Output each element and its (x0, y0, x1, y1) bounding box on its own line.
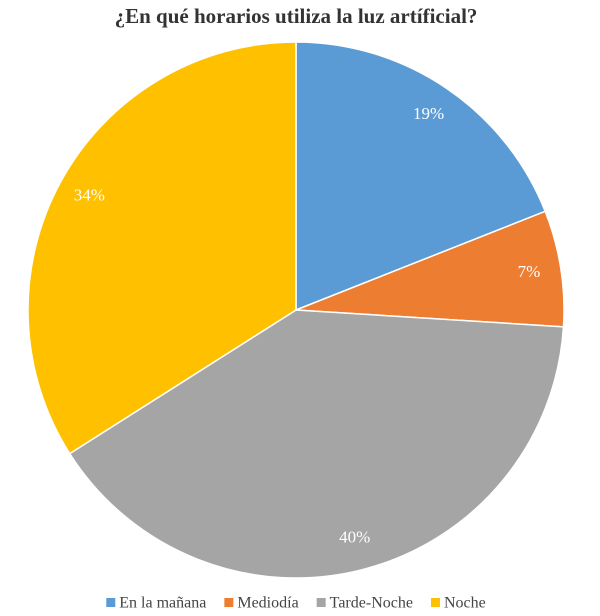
legend-swatch (430, 598, 440, 607)
legend-swatch (316, 598, 326, 607)
pie-slice (27, 41, 297, 455)
pie-slice (295, 210, 565, 328)
legend-label: Mediodía (237, 595, 298, 612)
value-label: 7% (518, 262, 541, 281)
legend-label: Noche (444, 595, 486, 612)
pie-slice (295, 41, 547, 312)
legend-label: En la mañana (119, 595, 206, 612)
pie-slice (68, 309, 565, 579)
legend-swatch (106, 598, 116, 607)
value-label: 40% (339, 527, 370, 546)
value-label: 19% (413, 104, 444, 123)
value-label: 34% (74, 185, 105, 204)
chart-title: ¿En qué horarios utiliza la luz artífici… (115, 4, 478, 28)
legend-label: Tarde-Noche (330, 595, 413, 612)
legend-swatch (224, 598, 234, 607)
